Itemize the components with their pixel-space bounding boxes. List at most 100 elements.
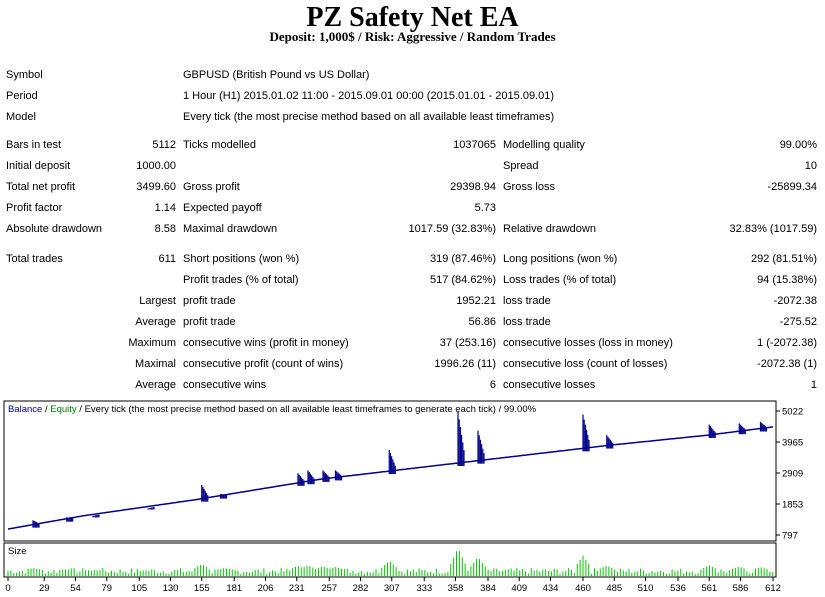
average-loss-trade-value: -275.52: [779, 316, 817, 328]
loss-trades-value: 94 (15.38%): [757, 274, 817, 286]
x-tick-label: 586: [733, 583, 749, 594]
x-tick-label: 231: [289, 583, 305, 594]
ticks-value: 1037065: [453, 139, 496, 151]
balance-legend: Balance: [8, 404, 42, 415]
initial-deposit-label: Initial deposit: [6, 160, 71, 172]
total-trades-value: 611: [158, 253, 176, 265]
quality-value: 99.00%: [779, 139, 817, 151]
y-tick-label: 2909: [782, 469, 803, 480]
symbol-label: Symbol: [6, 69, 43, 81]
y-tick-label: 797: [782, 531, 798, 542]
maximal-consecutive-profit-label: consecutive profit (count of wins): [183, 358, 344, 370]
avg-consecutive-wins-label: consecutive wins: [183, 379, 267, 391]
short-positions-value: 319 (87.46%): [429, 253, 496, 265]
spread-label: Spread: [503, 160, 539, 172]
x-tick-label: 206: [258, 583, 274, 594]
short-positions-label: Short positions (won %): [183, 253, 300, 265]
balance-series: [7, 426, 774, 530]
long-positions-label: Long positions (won %): [503, 253, 618, 265]
max-consecutive-losses-label: consecutive losses (loss in money): [503, 337, 673, 349]
maximal-consecutive-loss-label: consecutive loss (count of losses): [503, 358, 668, 370]
average-profit-trade-label: profit trade: [183, 316, 236, 328]
x-tick-label: 409: [511, 583, 527, 594]
largest-profit-trade-label: profit trade: [183, 295, 236, 307]
x-tick-label: 384: [480, 583, 496, 594]
maximal-consecutive-profit-value: 1996.26 (11): [434, 358, 496, 370]
y-axis-ticks: 5022 3965 2909 1853 797: [776, 407, 803, 542]
long-positions-value: 292 (81.51%): [750, 253, 817, 265]
x-tick-label: 358: [448, 583, 464, 594]
chart-description: / Every tick (the most precise method ba…: [77, 404, 537, 415]
profit-factor-label: Profit factor: [6, 202, 63, 214]
chart-header-line: Balance / Equity / Every tick (the most …: [8, 404, 537, 415]
largest-loss-trade-label: loss trade: [503, 295, 551, 307]
x-tick-label: 460: [575, 583, 591, 594]
gross-loss-label: Gross loss: [503, 181, 555, 193]
initial-deposit-value: 1000.00: [136, 160, 176, 172]
net-profit-label: Total net profit: [6, 181, 76, 193]
model-label: Model: [6, 111, 36, 123]
maximal-label: Maximal: [135, 358, 176, 370]
spread-value: 10: [804, 160, 817, 172]
avg-consecutive-losses-value: 1: [810, 379, 817, 391]
average-loss-trade-label: loss trade: [503, 316, 551, 328]
net-profit-value: 3499.60: [136, 181, 176, 193]
average-profit-trade-value: 56.86: [468, 316, 496, 328]
bars-value: 5112: [152, 139, 176, 151]
balance-line: [7, 426, 774, 530]
loss-trades-label: Loss trades (% of total): [503, 274, 617, 286]
maximal-consecutive-loss-value: -2072.38 (1): [757, 358, 817, 370]
average-label: Average: [135, 316, 176, 328]
maximum-label: Maximum: [128, 337, 176, 349]
gross-profit-label: Gross profit: [183, 181, 240, 193]
report-subtitle: Deposit: 1,000$ / Risk: Aggressive / Ran…: [269, 29, 556, 44]
max-consecutive-wins-value: 37 (253.16): [439, 337, 496, 349]
profit-factor-value: 1.14: [154, 202, 176, 214]
x-tick-label: 105: [131, 583, 147, 594]
legend-separator: /: [42, 404, 50, 415]
x-tick-label: 79: [101, 583, 112, 594]
x-tick-label: 510: [638, 583, 654, 594]
maximal-drawdown-value: 1017.59 (32.83%): [408, 223, 496, 235]
gross-profit-value: 29398.94: [450, 181, 496, 193]
x-tick-label: 130: [163, 583, 179, 594]
x-tick-label: 536: [670, 583, 686, 594]
size-bars: [7, 551, 774, 576]
relative-drawdown-value: 32.83% (1017.59): [729, 223, 817, 235]
report-title: PZ Safety Net EA: [306, 2, 519, 33]
gross-loss-value: -25899.34: [767, 181, 817, 193]
x-tick-label: 561: [701, 583, 717, 594]
symbol-value: GBPUSD (British Pound vs US Dollar): [183, 69, 370, 81]
expected-payoff-value: 5.73: [474, 202, 496, 214]
x-axis-ticks: 0 29 54 79 105 130 155 181 206 231 257 282 307 333 358…: [5, 577, 781, 594]
absolute-drawdown-label: Absolute drawdown: [6, 223, 103, 235]
profit-trades-value: 517 (84.62%): [429, 274, 496, 286]
ticks-label: Ticks modelled: [183, 139, 256, 151]
x-tick-label: 54: [70, 583, 81, 594]
avg-consecutive-wins-value: 6: [489, 379, 496, 391]
maximal-drawdown-label: Maximal drawdown: [183, 223, 278, 235]
max-consecutive-wins-label: consecutive wins (profit in money): [183, 337, 349, 349]
x-tick-label: 434: [543, 583, 559, 594]
x-tick-label: 0: [5, 583, 10, 594]
bars-label: Bars in test: [6, 139, 62, 151]
period-label: Period: [6, 90, 38, 102]
absolute-drawdown-value: 8.58: [154, 223, 176, 235]
x-tick-label: 181: [226, 583, 242, 594]
y-tick-label: 5022: [782, 407, 803, 418]
size-label: Size: [8, 546, 26, 557]
average-consecutive-label: Average: [135, 379, 176, 391]
equity-legend: Equity: [50, 404, 77, 415]
relative-drawdown-label: Relative drawdown: [503, 223, 596, 235]
y-tick-label: 3965: [782, 438, 803, 449]
total-trades-label: Total trades: [6, 253, 63, 265]
model-value: Every tick (the most precise method base…: [183, 111, 555, 123]
x-tick-label: 282: [353, 583, 369, 594]
largest-loss-trade-value: -2072.38: [773, 295, 817, 307]
x-tick-label: 155: [194, 583, 210, 594]
balance-equity-chart: Balance / Equity / Every tick (the most …: [3, 400, 803, 594]
avg-consecutive-losses-label: consecutive losses: [503, 379, 596, 391]
y-tick-label: 1853: [782, 500, 803, 511]
max-consecutive-losses-value: 1 (-2072.38): [757, 337, 817, 349]
profit-trades-label: Profit trades (% of total): [183, 274, 299, 286]
